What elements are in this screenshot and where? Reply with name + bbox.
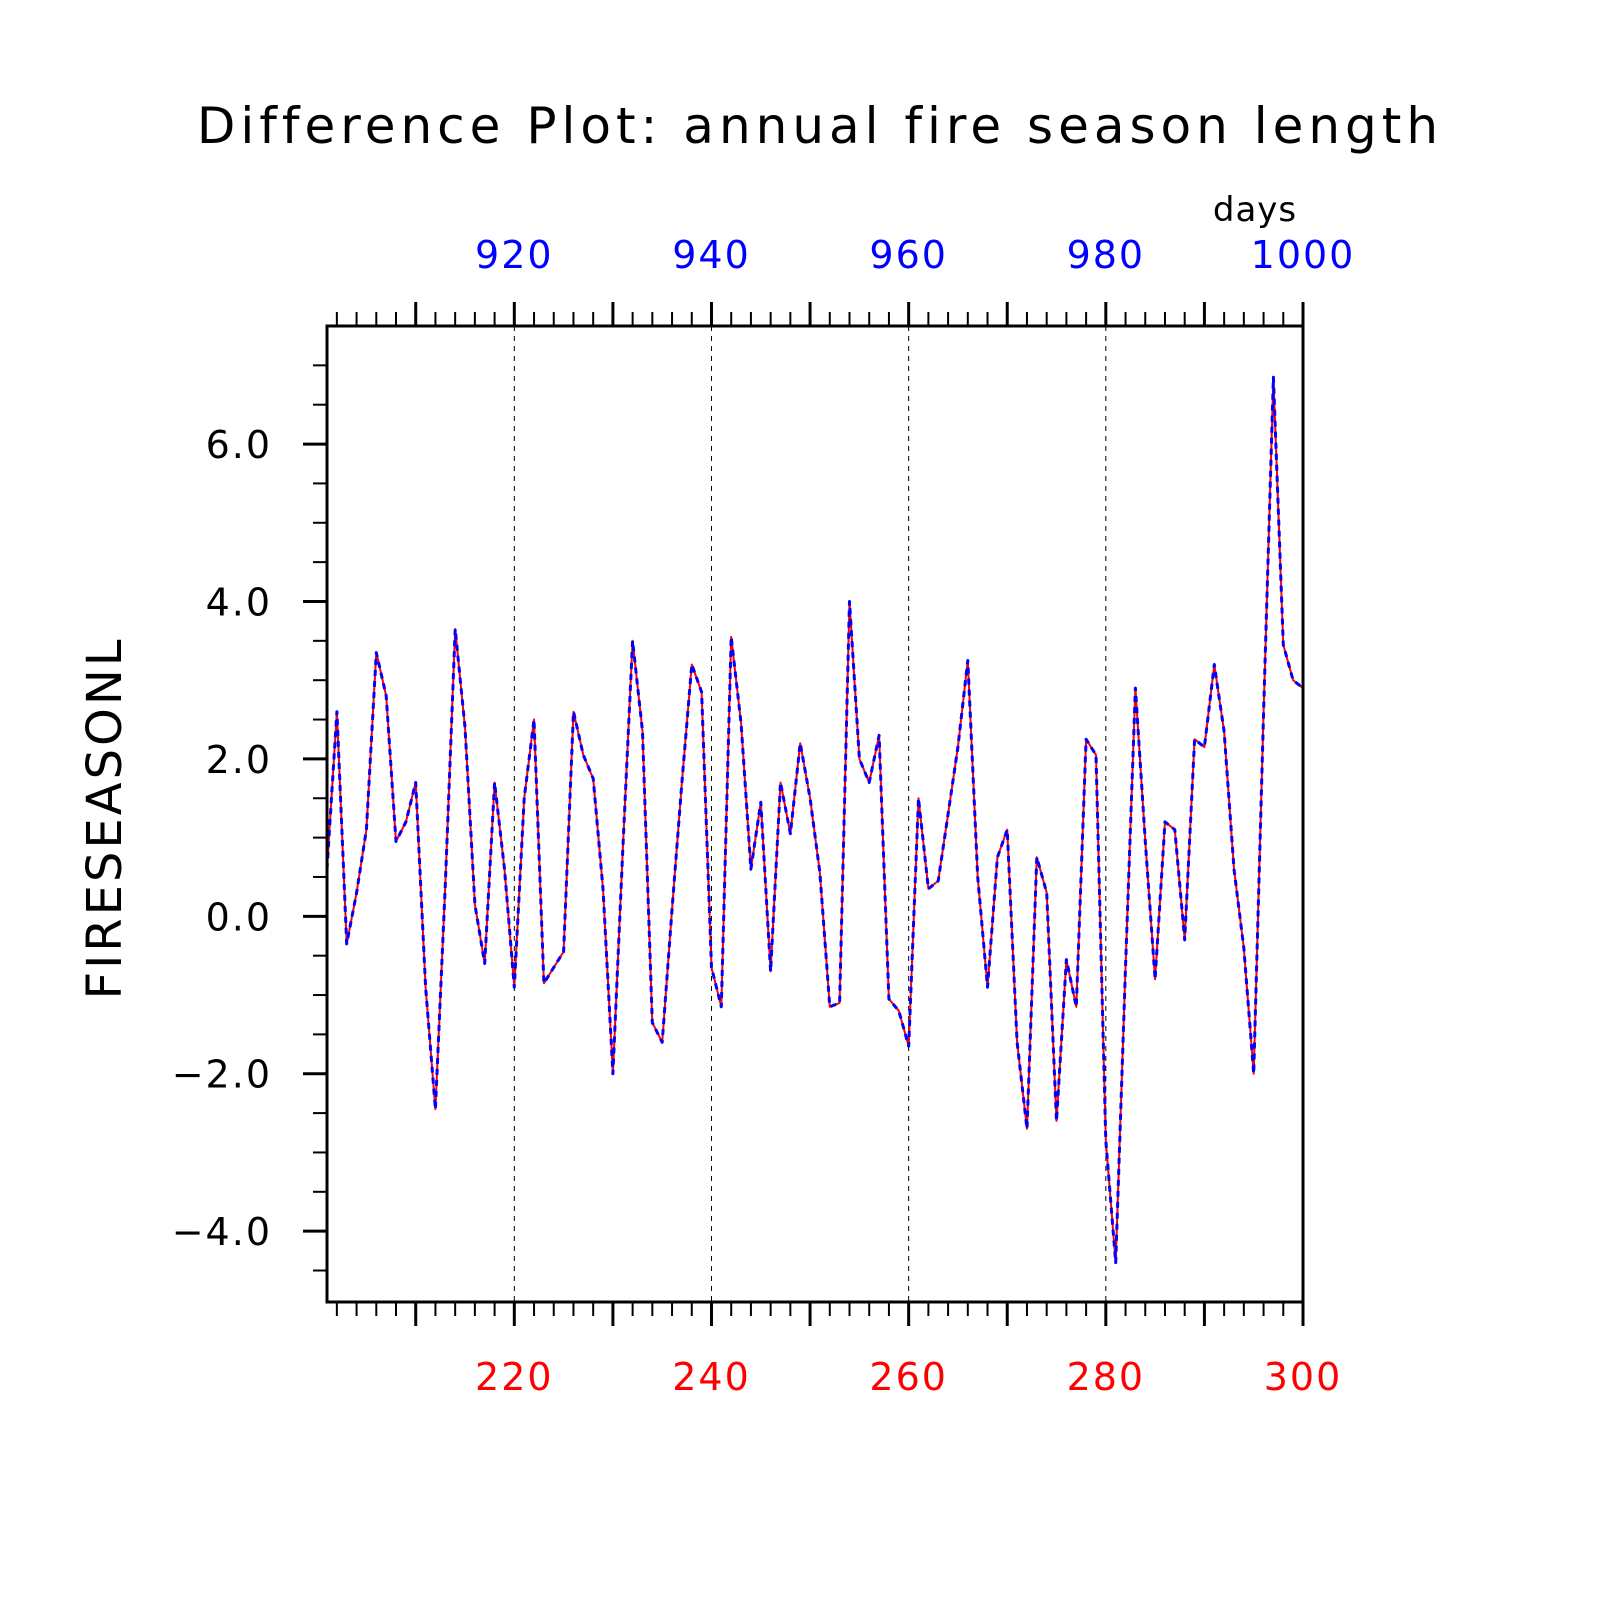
y-tick-label: 2.0 bbox=[206, 738, 272, 782]
y-tick-label: −4.0 bbox=[172, 1210, 272, 1254]
units-label: days bbox=[1213, 190, 1297, 230]
axes: 220 240 260 280 300 920 940 960 980 1000 −4.0 −2.0 0… bbox=[172, 233, 1356, 1399]
plot-area bbox=[325, 375, 1304, 1265]
grid-lines bbox=[513, 326, 1107, 1302]
y-axis-label: FIRESEASONL bbox=[77, 637, 133, 1000]
x-top-tick-label: 960 bbox=[869, 233, 948, 277]
x-top-tick-label: 980 bbox=[1067, 233, 1146, 277]
y-tick-label: 6.0 bbox=[206, 423, 272, 467]
series-line bbox=[326, 376, 1304, 1264]
plot-frame bbox=[325, 324, 1305, 1304]
y-tick-label: 4.0 bbox=[206, 580, 272, 624]
x-bottom-tick-label: 280 bbox=[1067, 1355, 1146, 1399]
x-top-tick-label: 920 bbox=[475, 233, 554, 277]
x-bottom-tick-label: 240 bbox=[672, 1355, 751, 1399]
chart-title: Difference Plot: annual fire season leng… bbox=[197, 97, 1443, 155]
x-top-tick-label: 1000 bbox=[1251, 233, 1356, 277]
series-line bbox=[325, 375, 1304, 1265]
x-bottom-tick-label: 220 bbox=[475, 1355, 554, 1399]
x-top-tick-label: 940 bbox=[672, 233, 751, 277]
y-tick-label: −2.0 bbox=[172, 1053, 272, 1097]
x-bottom-tick-label: 260 bbox=[869, 1355, 948, 1399]
x-bottom-tick-label: 300 bbox=[1264, 1355, 1343, 1399]
y-tick-label: 0.0 bbox=[206, 895, 272, 939]
